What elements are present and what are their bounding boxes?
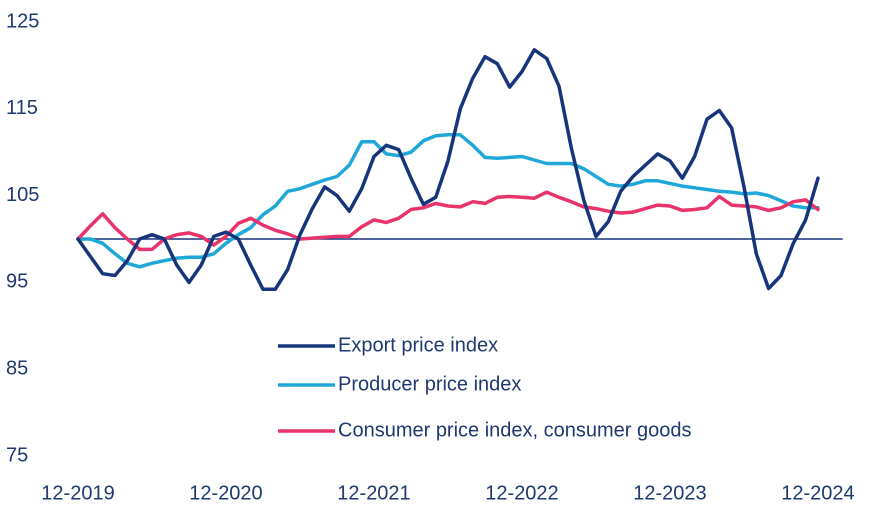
y-tick-label: 85	[6, 357, 28, 379]
legend-label: Export price index	[338, 334, 498, 356]
x-tick-label: 12-2021	[337, 482, 410, 504]
y-tick-label: 95	[6, 271, 28, 293]
x-tick-label: 12-2023	[633, 482, 706, 504]
y-tick-label: 115	[6, 97, 38, 119]
legend-label: Producer price index	[338, 373, 521, 395]
x-tick-label: 12-2019	[41, 482, 114, 504]
y-tick-label: 105	[6, 184, 39, 206]
legend-label: Consumer price index, consumer goods	[338, 419, 692, 441]
series-line	[76, 133, 820, 269]
y-tick-label: 125	[6, 10, 39, 32]
series-line	[76, 190, 820, 252]
y-tick-label: 75	[6, 444, 28, 466]
x-tick-label: 12-2024	[781, 482, 854, 504]
x-tick-label: 12-2020	[189, 482, 262, 504]
x-tick-label: 12-2022	[485, 482, 558, 504]
series-line	[76, 48, 820, 292]
